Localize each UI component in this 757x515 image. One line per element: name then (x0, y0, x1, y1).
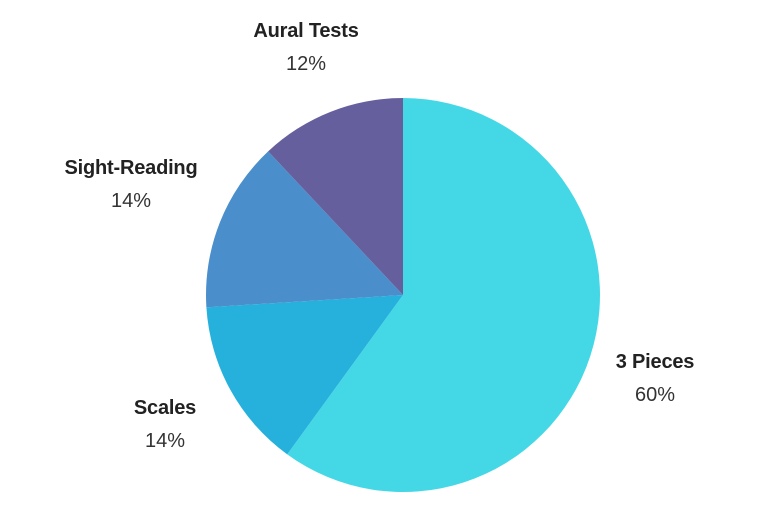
slice-percent-aural-tests: 12% (285, 53, 327, 75)
slice-name-aural-tests: Aural Tests (253, 20, 359, 42)
slice-label-aural-tests: Aural Tests 12% (253, 20, 358, 76)
slice-percent-scales: 14% (144, 430, 186, 452)
pie-slice-aural-tests (268, 98, 403, 295)
slice-name-scales: Scales (133, 397, 197, 419)
slice-name-sight-reading: Sight-Reading (64, 157, 198, 179)
slice-label-3-pieces: 3 Pieces 60% (615, 351, 695, 407)
pie-slice-3-pieces (287, 98, 600, 493)
slice-percent-3-pieces: 60% (634, 384, 676, 406)
pie-slices (206, 98, 600, 493)
slice-label-scales: Scales 14% (134, 397, 196, 453)
pie-slice-sight-reading (206, 151, 403, 308)
slice-label-sight-reading: Sight-Reading 14% (65, 157, 198, 213)
slice-name-3-pieces: 3 Pieces (615, 351, 695, 373)
pie-slice-scales (206, 295, 403, 455)
slice-percent-sight-reading: 14% (110, 190, 152, 212)
